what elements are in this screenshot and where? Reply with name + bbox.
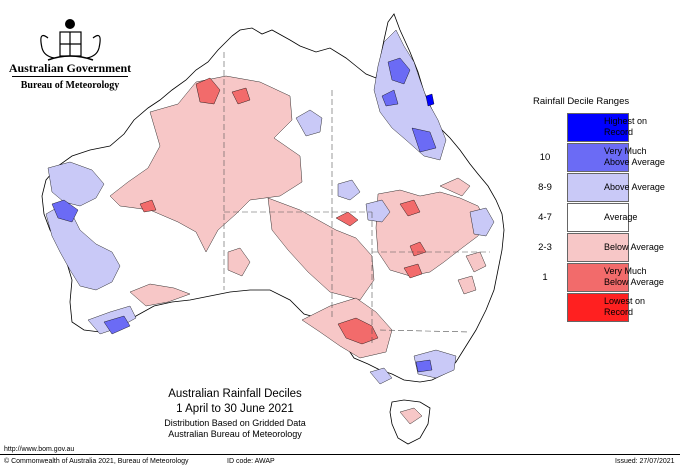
bom-url[interactable]: http://www.bom.gov.au (4, 446, 75, 453)
legend-label: Highest on Record (604, 116, 648, 137)
map-source: Australian Bureau of Meteorology (168, 429, 302, 439)
legend-row: 10 Very Much Above Average (530, 143, 670, 172)
map-method: Distribution Based on Gridded Data (164, 418, 306, 428)
legend-row: Lowest on Record (530, 293, 670, 322)
legend-title: Rainfall Decile Ranges (533, 96, 630, 107)
legend-swatch (567, 143, 629, 172)
legend-label: Average (604, 212, 638, 222)
very-much-below-regions (139, 77, 427, 345)
legend-label: Below Average (604, 242, 664, 252)
footer-rule (0, 454, 680, 455)
issued-date: Issued: 27/07/2021 (615, 458, 675, 465)
below-average-regions (109, 75, 487, 425)
legend-range: 8-9 (538, 182, 552, 193)
header-rule (12, 76, 128, 77)
legend-row: 1 Very Much Below Average (530, 263, 670, 292)
legend-label: Very Much Above Average (604, 146, 665, 167)
legend-swatch (567, 263, 629, 292)
legend-range: 2-3 (538, 242, 552, 253)
map-title: Australian Rainfall Deciles (168, 388, 302, 400)
map-period: 1 April to 30 June 2021 (176, 403, 294, 415)
highest-on-record-regions (425, 93, 435, 107)
legend-swatch (567, 233, 629, 262)
id-code: ID code: AWAP (227, 458, 275, 465)
legend-range: 10 (539, 152, 551, 163)
legend-swatch (567, 113, 629, 142)
legend-swatch (567, 173, 629, 202)
very-much-above-regions (51, 57, 437, 373)
legend-label: Above Average (604, 182, 665, 192)
legend-row: 2-3 Below Average (530, 233, 670, 262)
legend-swatch (567, 293, 629, 322)
legend-row: 8-9 Above Average (530, 173, 670, 202)
government-title: Australian Government (8, 61, 132, 75)
legend-label: Very Much Below Average (604, 266, 664, 287)
legend-range: 1 (542, 272, 548, 283)
legend-swatch (567, 203, 629, 232)
legend-label: Lowest on Record (604, 296, 646, 317)
bureau-title: Bureau of Meteorology (20, 80, 120, 91)
map-title-block: Australian Rainfall Deciles 1 April to 3… (120, 388, 350, 440)
legend-range: 4-7 (538, 212, 552, 223)
legend-row: Highest on Record (530, 113, 670, 142)
copyright: © Commonwealth of Australia 2021, Bureau… (4, 458, 189, 465)
state-borders (223, 52, 490, 346)
coat-of-arms-logo (40, 19, 101, 61)
legend-row: 4-7 Average (530, 203, 670, 232)
